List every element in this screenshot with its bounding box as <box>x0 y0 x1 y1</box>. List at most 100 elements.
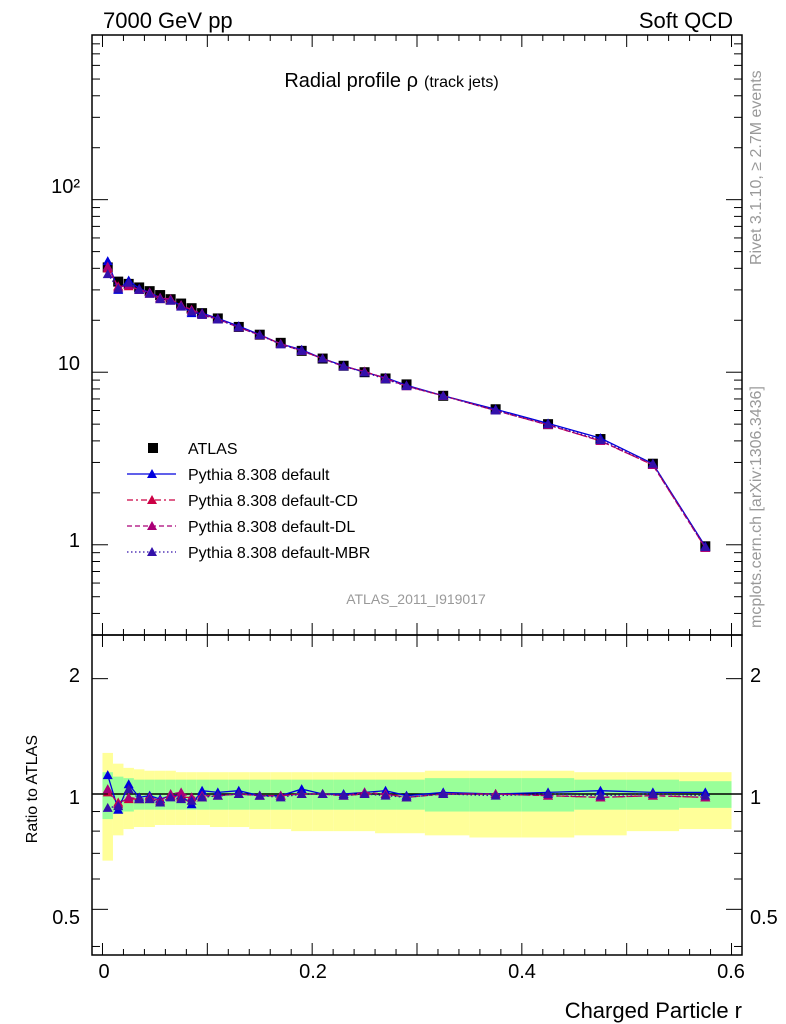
legend: ATLAS Pythia 8.308 default Pythia 8.308 … <box>127 441 370 562</box>
ratio-uncertainty-bands <box>102 752 732 861</box>
ratio-series-marker <box>380 790 391 800</box>
ratio-series-marker <box>275 792 286 802</box>
ratio-series-marker <box>317 788 328 798</box>
legend-label-cd: Pythia 8.308 default-CD <box>188 493 358 510</box>
mc-series-marker <box>359 367 370 377</box>
ratio-series-marker <box>144 794 155 804</box>
ratio-stat-band <box>112 776 124 814</box>
ratio-tick-1-right: 1 <box>750 787 761 809</box>
mc-series-marker <box>134 284 145 294</box>
legend-marker <box>147 495 157 504</box>
mc-series-marker <box>380 374 391 384</box>
legend-label-default: Pythia 8.308 default <box>188 467 330 484</box>
ratio-series-marker <box>359 788 370 798</box>
mc-series-marker <box>197 309 208 319</box>
ratio-series-marker <box>134 794 145 804</box>
mc-series-marker <box>176 301 187 311</box>
mc-series-marker <box>113 283 124 293</box>
mc-series-marker <box>275 339 286 349</box>
mc-series-marker <box>401 381 412 391</box>
legend-label-atlas: ATLAS <box>188 441 238 458</box>
mc-series-marker <box>647 458 658 468</box>
x-tick-0.2: 0.2 <box>299 961 327 983</box>
mc-series-marker <box>338 361 349 371</box>
mc-series-marker <box>186 306 197 316</box>
main-series-group <box>102 256 711 552</box>
mc-series-marker <box>165 295 176 305</box>
ratio-series-marker <box>543 788 554 798</box>
mc-series-marker <box>438 390 449 400</box>
ratio-series-marker <box>212 790 223 800</box>
ratio-series-marker <box>102 770 113 780</box>
mc-series-marker <box>296 345 307 355</box>
ratio-y-axis-label: Ratio to ATLAS <box>24 735 41 843</box>
ratio-series-marker <box>197 785 208 795</box>
header-right: Soft QCD <box>639 8 733 33</box>
ratio-tick-1: 1 <box>69 787 80 809</box>
ratio-tick-2: 2 <box>69 665 80 687</box>
ratio-series-group <box>102 770 711 814</box>
mc-series-marker <box>490 405 501 415</box>
ratio-series-marker <box>254 790 265 800</box>
legend-marker <box>147 547 157 556</box>
x-tick-0.4: 0.4 <box>508 961 536 983</box>
legend-label-dl: Pythia 8.308 default-DL <box>188 519 355 536</box>
ratio-series-line <box>107 788 706 806</box>
mc-series-marker <box>123 277 134 287</box>
ratio-tick-2-right: 2 <box>750 665 761 687</box>
ratio-series-marker <box>176 794 187 804</box>
ratio-series-marker <box>155 797 166 807</box>
ratio-series-marker <box>595 785 606 795</box>
x-axis-label: Charged Particle r <box>565 998 742 1023</box>
ratio-series-marker <box>233 788 244 798</box>
source-label: mcplots.cern.ch [arXiv:1306.3436] <box>748 386 765 628</box>
rivet-label: Rivet 3.1.10, ≥ 2.7M events <box>748 70 765 265</box>
ratio-series-marker <box>197 792 208 802</box>
chart-subtitle: (track jets) <box>424 74 499 91</box>
legend-marker-atlas <box>148 443 158 453</box>
ratio-series-marker <box>165 792 176 802</box>
ratio-tick-0.5-right: 0.5 <box>750 907 778 929</box>
header-left: 7000 GeV pp <box>103 8 233 33</box>
ratio-series-marker <box>647 788 658 798</box>
ratio-series-marker <box>123 784 134 794</box>
legend-label-mbr: Pythia 8.308 default-MBR <box>188 545 370 562</box>
mc-series-marker <box>233 322 244 332</box>
ratio-series-marker <box>490 790 501 800</box>
ratio-series-marker <box>102 802 113 812</box>
mc-series-marker <box>102 256 113 266</box>
ratio-series-marker <box>296 788 307 798</box>
x-tick-0.6: 0.6 <box>717 961 745 983</box>
ratio-series-marker <box>401 792 412 802</box>
mc-series-marker <box>595 434 606 444</box>
mc-series-marker <box>102 261 113 271</box>
ratio-series-marker <box>700 790 711 800</box>
ratio-series-marker <box>186 795 197 805</box>
ratio-series-marker <box>113 801 124 811</box>
x-tick-0: 0 <box>98 961 109 983</box>
ratio-series-marker <box>176 787 187 797</box>
y-tick-10: 10 <box>58 353 80 375</box>
mc-series-marker <box>144 288 155 298</box>
y-tick-1: 1 <box>69 530 80 552</box>
ratio-series-marker <box>102 784 113 794</box>
analysis-watermark: ATLAS_2011_I919017 <box>346 591 486 607</box>
ratio-series-marker <box>123 779 134 789</box>
ratio-series-marker <box>123 792 134 802</box>
legend-marker <box>147 521 157 530</box>
ratio-series-marker <box>595 790 606 800</box>
ratio-series-marker <box>296 784 307 794</box>
ratio-series-marker <box>438 788 449 798</box>
mc-series-marker <box>102 269 113 279</box>
mc-series-marker <box>155 294 166 304</box>
ratio-series-marker <box>338 790 349 800</box>
mc-series-marker <box>254 330 265 340</box>
legend-marker <box>147 469 157 478</box>
mc-series-marker <box>700 542 711 552</box>
mc-series-marker <box>212 314 223 324</box>
mc-series-marker <box>543 419 554 429</box>
ratio-tick-0.5: 0.5 <box>52 907 80 929</box>
y-tick-100: 10² <box>51 176 80 198</box>
chart-title: Radial profile ρ <box>284 70 418 92</box>
